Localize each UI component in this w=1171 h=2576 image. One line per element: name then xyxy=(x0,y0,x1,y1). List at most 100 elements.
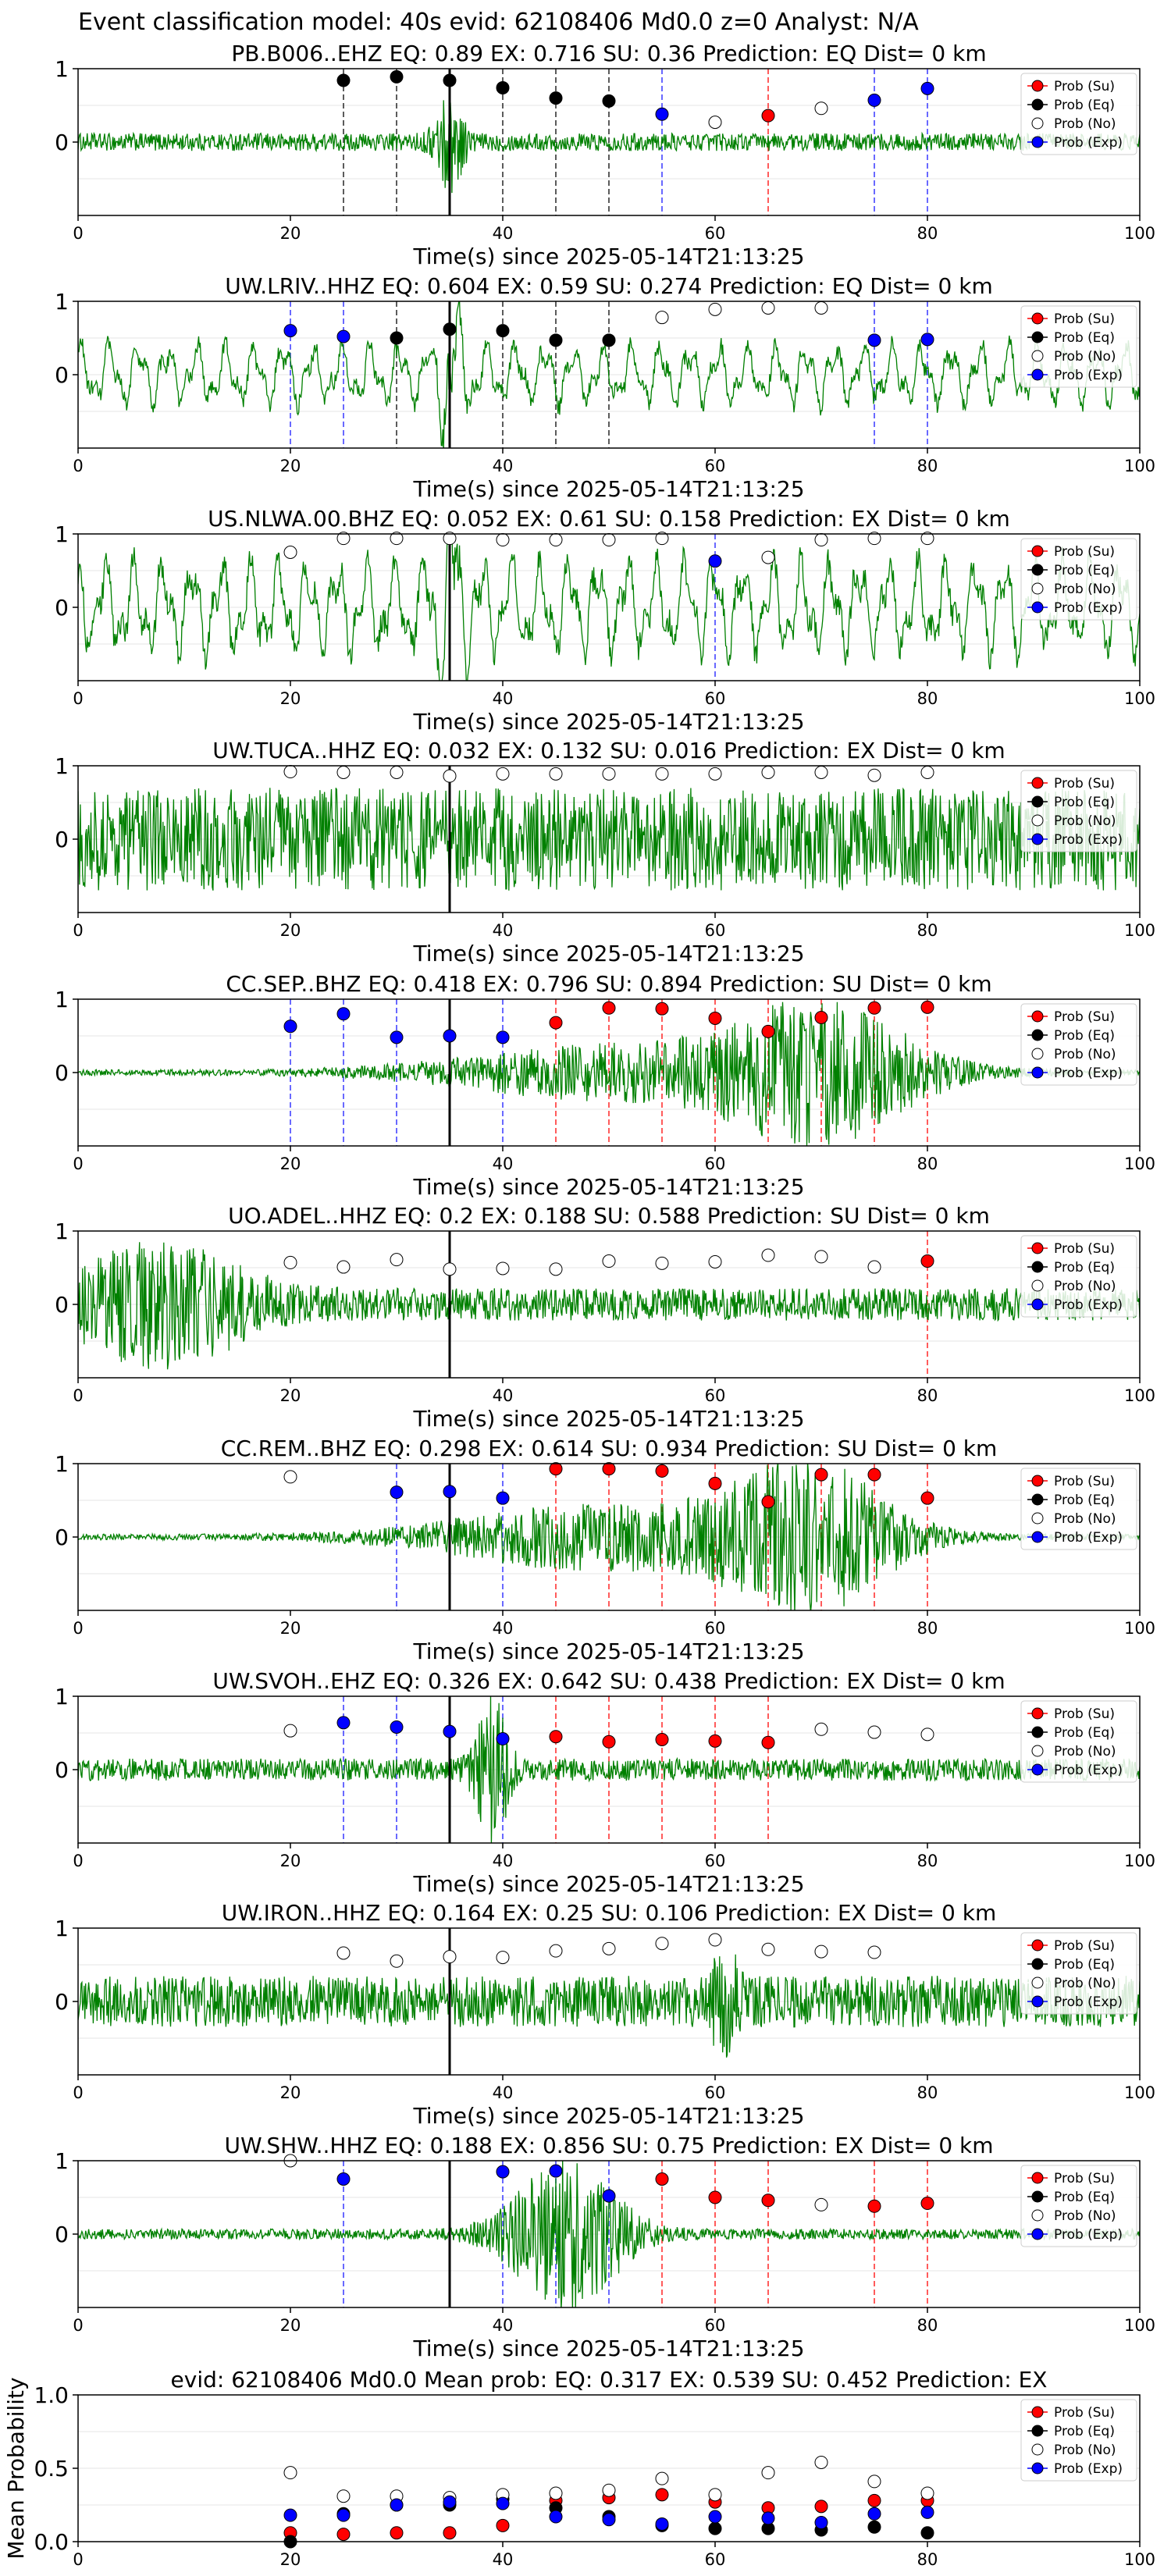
legend-marker-su xyxy=(1031,1010,1044,1023)
probability-marker-no xyxy=(655,532,669,546)
probability-marker-eq xyxy=(496,324,510,338)
legend-marker-exp xyxy=(1031,368,1044,381)
probability-marker-su xyxy=(708,2190,722,2204)
legend-marker-exp xyxy=(1031,2462,1044,2475)
station-chart-9: UW.IRON..HHZ EQ: 0.164 EX: 0.25 SU: 0.10… xyxy=(55,1900,1155,2129)
probability-marker-no xyxy=(761,765,775,779)
x-tick-label: 80 xyxy=(917,1386,938,1405)
station-chart-2: UW.LRIV..HHZ EQ: 0.604 EX: 0.59 SU: 0.27… xyxy=(55,273,1155,502)
legend-label: Prob (Eq) xyxy=(1054,98,1115,113)
probability-marker-no xyxy=(443,1950,457,1964)
legend-label: Prob (Su) xyxy=(1054,1241,1115,1257)
legend-label: Prob (No) xyxy=(1054,2443,1116,2458)
mean-marker-exp xyxy=(549,2510,563,2524)
y-tick-label: 1.0 xyxy=(34,2382,69,2408)
mean-marker-su xyxy=(814,2500,828,2514)
legend-marker-su xyxy=(1031,777,1044,789)
legend-marker-eq xyxy=(1031,1726,1044,1738)
y-tick-label: 1 xyxy=(55,1916,69,1941)
legend: Prob (Su) Prob (Eq) Prob (No) Prob (Exp) xyxy=(1020,1700,1137,1783)
x-tick-label: 0 xyxy=(73,1386,83,1405)
x-tick-label: 0 xyxy=(73,1619,83,1638)
mean-marker-exp xyxy=(708,2510,722,2524)
seismic-trace xyxy=(78,1242,1140,1370)
probability-marker-no xyxy=(655,1256,669,1270)
chart-title: CC.SEP..BHZ EQ: 0.418 EX: 0.796 SU: 0.89… xyxy=(226,971,991,997)
probability-marker-no xyxy=(602,533,616,547)
probability-marker-no xyxy=(655,311,669,325)
legend-label: Prob (No) xyxy=(1054,1976,1116,1991)
legend-marker-su xyxy=(1031,80,1044,92)
station-chart-8: UW.SVOH..EHZ EQ: 0.326 EX: 0.642 SU: 0.4… xyxy=(55,1668,1155,1897)
probability-marker-no xyxy=(867,1260,881,1274)
x-tick-label: 60 xyxy=(705,1852,726,1870)
legend-marker-no xyxy=(1031,1745,1044,1757)
station-chart-7: CC.REM..BHZ EQ: 0.298 EX: 0.614 SU: 0.93… xyxy=(55,1436,1155,1664)
probability-marker-su xyxy=(761,1735,775,1749)
x-tick-label: 20 xyxy=(280,224,301,243)
legend-marker-no xyxy=(1031,582,1044,595)
y-tick-label: 0 xyxy=(55,362,69,388)
legend-label: Prob (Su) xyxy=(1054,2405,1115,2421)
probability-marker-exp xyxy=(867,93,881,107)
probability-marker-no xyxy=(390,1954,404,1968)
mean-marker-exp xyxy=(496,2496,510,2510)
legend-label: Prob (No) xyxy=(1054,1047,1116,1062)
legend-marker-eq xyxy=(1031,331,1044,343)
x-tick-label: 0 xyxy=(73,1852,83,1870)
legend: Prob (Su) Prob (Eq) Prob (No) Prob (Exp) xyxy=(1020,1468,1137,1550)
probability-marker-exp xyxy=(390,1485,404,1500)
probability-marker-no xyxy=(708,767,722,781)
legend-marker-eq xyxy=(1031,98,1044,111)
probability-marker-exp xyxy=(496,2165,510,2179)
x-tick-label: 100 xyxy=(1124,2316,1155,2335)
probability-marker-exp xyxy=(443,1724,457,1738)
probability-marker-su xyxy=(655,2172,669,2186)
legend: Prob (Su) Prob (Eq) Prob (No) Prob (Exp) xyxy=(1020,2165,1137,2247)
legend-label: Prob (No) xyxy=(1054,1511,1116,1527)
probability-marker-no xyxy=(655,767,669,781)
probability-marker-su xyxy=(761,1024,775,1038)
legend-label: Prob (Eq) xyxy=(1054,2424,1115,2439)
mean-marker-no xyxy=(920,2486,934,2500)
legend: Prob (Su) Prob (Eq) Prob (No) Prob (Exp) xyxy=(1020,2399,1137,2482)
legend-label: Prob (Exp) xyxy=(1054,1994,1123,2010)
probability-marker-no xyxy=(496,1951,510,1965)
y-tick-label: 0 xyxy=(55,1525,69,1550)
probability-marker-eq xyxy=(443,73,457,87)
x-tick-label: 60 xyxy=(705,1155,726,1173)
legend-label: Prob (Exp) xyxy=(1054,1530,1123,1546)
chart-title: UW.SVOH..EHZ EQ: 0.326 EX: 0.642 SU: 0.4… xyxy=(212,1668,1005,1694)
legend: Prob (Su) Prob (Eq) Prob (No) Prob (Exp) xyxy=(1020,73,1137,155)
probability-marker-exp xyxy=(496,1732,510,1746)
probability-marker-su xyxy=(814,1011,828,1024)
x-tick-label: 80 xyxy=(917,2316,938,2335)
mean-marker-su xyxy=(390,2526,404,2540)
y-tick-label: 0 xyxy=(55,827,69,852)
legend-box xyxy=(1020,305,1137,388)
probability-marker-no xyxy=(761,301,775,315)
x-tick-label: 40 xyxy=(493,224,514,243)
x-tick-label: 40 xyxy=(493,1155,514,1173)
probability-marker-exp xyxy=(655,107,669,121)
probability-marker-no xyxy=(602,1941,616,1955)
mean-marker-no xyxy=(283,2466,297,2480)
probability-marker-su xyxy=(867,1468,881,1482)
probability-marker-no xyxy=(602,1254,616,1268)
probability-marker-no xyxy=(283,765,297,779)
x-tick-label: 40 xyxy=(493,1386,514,1405)
x-tick-label: 100 xyxy=(1124,1386,1155,1405)
legend-label: Prob (Su) xyxy=(1054,311,1115,327)
y-tick-label: 0 xyxy=(55,1060,69,1086)
probability-marker-exp xyxy=(602,2189,616,2203)
legend: Prob (Su) Prob (Eq) Prob (No) Prob (Exp) xyxy=(1020,305,1137,388)
probability-marker-no xyxy=(549,767,563,781)
probability-marker-su xyxy=(708,1734,722,1748)
x-tick-label: 40 xyxy=(493,457,514,475)
mean-marker-no xyxy=(867,2475,881,2489)
legend-marker-su xyxy=(1031,545,1044,557)
x-axis-label: Time(s) since 2025-05-14T21:13:25 xyxy=(412,941,804,966)
x-tick-label: 100 xyxy=(1124,1852,1155,1870)
probability-marker-no xyxy=(814,301,828,315)
mean-marker-eq xyxy=(920,2526,934,2540)
